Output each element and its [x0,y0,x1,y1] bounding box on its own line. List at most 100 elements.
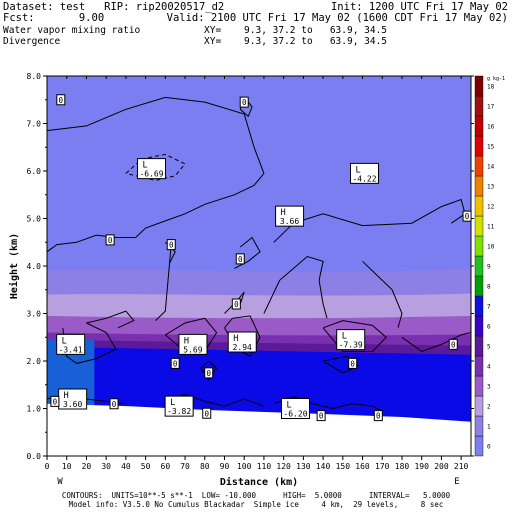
extremum-label: L-3.82 [164,395,194,417]
contour-value-text: 0 [173,359,178,368]
extremum-label: H3.66 [275,205,305,227]
y-axis: 0.0 1.0 2.0 3.0 4.0 5.0 6.0 7.0 8.0 [27,72,474,461]
y-tick-label: 8.0 [27,72,42,81]
y-tick-label: 5.0 [27,215,42,224]
y-tick-label: 7.0 [27,120,42,129]
y-tick-label: 6.0 [27,167,42,176]
extremum-kind: L [342,332,347,342]
contour-value-label: 0 [202,407,212,419]
valid-time: Valid: 2100 UTC Fri 17 May 02 (1600 CDT … [166,12,508,24]
extremum-box [336,329,366,351]
extremum-box [280,398,310,419]
contour-line [362,260,403,328]
extremum-box [227,331,257,353]
extremum-kind: L [170,398,175,408]
extremum-value: 3.60 [63,400,82,409]
colorbar-swatch [474,135,484,157]
extremum-label: H3.60 [58,388,88,410]
init-time: Init: 1200 UTC Fri 17 May 02 [330,1,508,13]
colorbar-level-label: 18 [487,84,495,91]
contour-line [62,322,117,364]
extremum-box [350,162,380,184]
extremum-value: 5.69 [183,345,202,354]
contour-value-text: 0 [112,400,117,409]
x-tick-label: 10 [62,462,72,471]
cross-section-chart: 0.01.02.03.04.05.06.07.08.0 0 10 20 30 40 50 6… [8,72,505,488]
contour-value-label: 0 [231,298,241,310]
contour-value-text: 0 [206,369,211,378]
colorbar-swatch [474,255,484,277]
contour-value-box [348,357,358,369]
field-1-name: Water vapor mixing ratio [3,25,141,36]
contour-value-label: 0 [56,94,66,106]
extremum-kind: H [281,208,286,218]
contour-value-box [109,398,119,410]
colorbar-level-label: 8 [487,284,491,291]
colorbar-level-label: 12 [487,204,495,211]
x-tick-label: 150 [336,462,351,471]
forecast-hour: Fcst: 9.00 [3,12,105,24]
x-tick-label: 120 [276,462,291,471]
colorbar-level-label: 5 [487,344,491,351]
contour-line [401,332,471,353]
contour-value-text: 0 [169,241,174,250]
extremum-box [164,395,194,417]
extremum-label: L-7.39 [336,329,366,351]
x-tick-label: 20 [82,462,92,471]
x-axis: 0 10 20 30 40 50 60 70 80 90 100 110 120 130 140 150 160… [45,76,469,471]
contour-value-box [448,338,458,350]
y-tick-label: 4.0 [27,262,42,271]
colorbar-level-label: 15 [487,144,495,151]
contour-line [86,310,135,329]
x-tick-label: 130 [296,462,311,471]
extremum-value: -3.41 [59,345,83,354]
extremum-value: 3.66 [280,217,299,226]
mixing-ratio-shading [47,76,471,456]
contour-line [273,396,383,412]
colorbar-swatch [474,375,484,397]
colorbar-swatch [474,415,484,437]
colorbar-swatch [474,395,484,417]
contour-value-box [373,410,383,422]
contour-value-box [231,298,241,310]
colorbar-swatch [474,295,484,317]
contour-value-label: 0 [109,398,119,410]
colorbar-swatch [474,75,484,97]
contour-value-box [239,96,249,108]
colorbar-swatch [474,215,484,237]
contour-value-label: 0 [462,210,472,222]
contour-value-label: 0 [348,357,358,369]
contour-value-text: 0 [465,212,470,221]
contour-value-text: 0 [242,98,247,107]
colorbar-swatch [474,275,484,297]
extremum-kind: H [64,391,69,401]
x-tick-label: 180 [395,462,410,471]
contour-line [263,255,328,319]
colorbar-level-label: 7 [487,304,491,311]
extremum-label: L-6.20 [280,398,310,419]
colorbar-level-label: 16 [487,124,495,131]
y-tick-label: 3.0 [27,310,42,319]
contour-line [155,244,172,321]
x-tick-label: 0 [45,462,50,471]
extremum-kind: L [286,401,291,411]
colorbar-swatch [474,235,484,257]
extremum-kind: H [233,334,238,344]
colorbar-swatch [474,95,484,117]
x-tick-label: 170 [375,462,390,471]
contour-line [165,393,265,407]
colorbar-level-label: 0 [487,444,491,451]
contour-value-box [316,410,326,422]
contour-value-box [50,395,60,407]
colorbar-swatch [474,435,484,457]
extremum-label: H5.69 [178,333,208,355]
extremum-kind: L [62,336,67,346]
contour-labels: L-6.69 L-4.22H3.66L-3.41H5.69H2.94L-7.39H… [50,94,472,422]
extremum-value: 2.94 [233,343,252,352]
x-tick-label: 140 [316,462,331,471]
x-axis-title: Distance (km) [220,476,298,488]
x-tick-label: 160 [355,462,370,471]
field-2-name: Divergence [3,36,61,47]
colorbar-level-label: 10 [487,244,495,251]
